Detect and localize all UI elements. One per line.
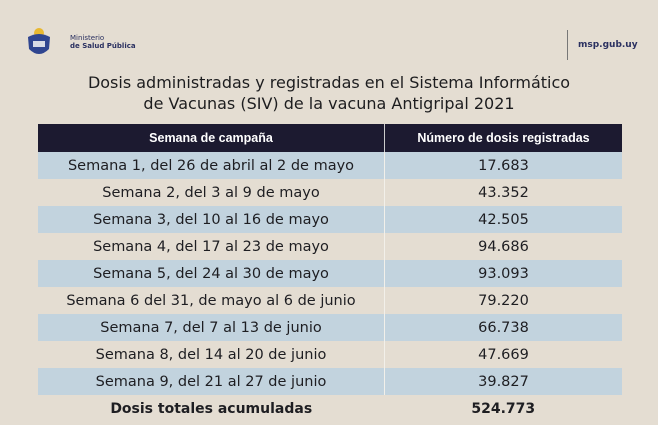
week-cell: Semana 3, del 10 al 16 de mayo bbox=[38, 206, 385, 233]
total-label: Dosis totales acumuladas bbox=[38, 395, 385, 422]
doses-cell: 79.220 bbox=[384, 287, 622, 314]
coat-of-arms-logo bbox=[28, 28, 50, 54]
total-row: Dosis totales acumuladas 524.773 bbox=[38, 395, 622, 422]
table-row: Semana 9, del 21 al 27 de junio 39.827 bbox=[38, 368, 622, 395]
doses-cell: 17.683 bbox=[384, 152, 622, 179]
table-row: Semana 4, del 17 al 23 de mayo 94.686 bbox=[38, 233, 622, 260]
doses-cell: 42.505 bbox=[384, 206, 622, 233]
week-cell: Semana 8, del 14 al 20 de junio bbox=[38, 341, 385, 368]
title-line2: de Vacunas (SIV) de la vacuna Antigripal… bbox=[143, 94, 515, 113]
table-header: Semana de campaña Número de dosis regist… bbox=[38, 124, 622, 152]
ministry-line1: Ministerio bbox=[70, 34, 105, 42]
week-cell: Semana 6 del 31, de mayo al 6 de junio bbox=[38, 287, 385, 314]
doses-table: Semana de campaña Número de dosis regist… bbox=[38, 124, 622, 422]
table-row: Semana 5, del 24 al 30 de mayo 93.093 bbox=[38, 260, 622, 287]
table-row: Semana 2, del 3 al 9 de mayo 43.352 bbox=[38, 179, 622, 206]
total-value: 524.773 bbox=[384, 395, 622, 422]
table-row: Semana 6 del 31, de mayo al 6 de junio 79… bbox=[38, 287, 622, 314]
column-header-week: Semana de campaña bbox=[38, 124, 385, 152]
doses-cell: 47.669 bbox=[384, 341, 622, 368]
doses-cell: 93.093 bbox=[384, 260, 622, 287]
ministry-line2: de Salud Pública bbox=[70, 42, 136, 50]
column-header-doses: Número de dosis registradas bbox=[384, 124, 622, 152]
week-cell: Semana 2, del 3 al 9 de mayo bbox=[38, 179, 385, 206]
website-url: msp.gub.uy bbox=[578, 40, 638, 50]
table-row: Semana 8, del 14 al 20 de junio 47.669 bbox=[38, 341, 622, 368]
week-cell: Semana 4, del 17 al 23 de mayo bbox=[38, 233, 385, 260]
table-row: Semana 1, del 26 de abril al 2 de mayo 17… bbox=[38, 152, 622, 179]
week-cell: Semana 1, del 26 de abril al 2 de mayo bbox=[38, 152, 385, 179]
doses-cell: 43.352 bbox=[384, 179, 622, 206]
doses-cell: 94.686 bbox=[384, 233, 622, 260]
table-row: Semana 7, del 7 al 13 de junio 66.738 bbox=[38, 314, 622, 341]
title-line1: Dosis administradas y registradas en el … bbox=[87, 73, 571, 92]
header-divider bbox=[567, 30, 568, 60]
ministry-name: Ministerio de Salud Pública bbox=[70, 34, 136, 50]
week-cell: Semana 5, del 24 al 30 de mayo bbox=[38, 260, 385, 287]
table-row: Semana 3, del 10 al 16 de mayo 42.505 bbox=[38, 206, 622, 233]
doses-cell: 66.738 bbox=[384, 314, 622, 341]
document-title: Dosis administradas y registradas en el … bbox=[0, 72, 658, 114]
week-cell: Semana 9, del 21 al 27 de junio bbox=[38, 368, 385, 395]
doses-cell: 39.827 bbox=[384, 368, 622, 395]
week-cell: Semana 7, del 7 al 13 de junio bbox=[38, 314, 385, 341]
